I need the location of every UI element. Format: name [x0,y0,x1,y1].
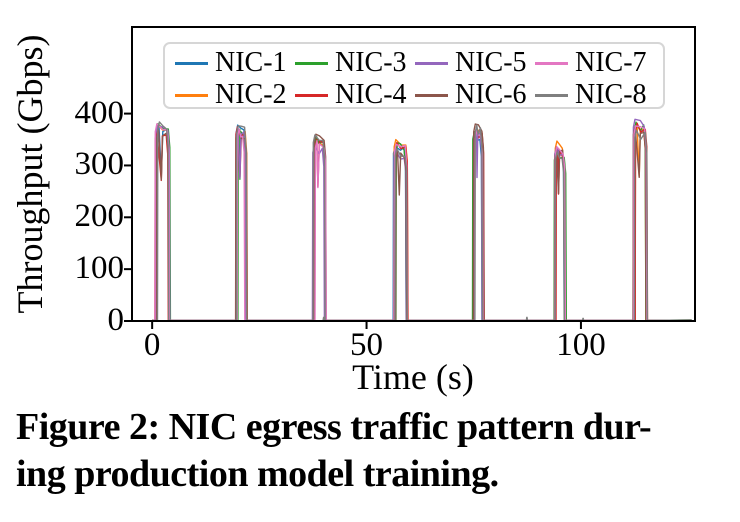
series-line-nic-7 [152,123,692,322]
series-line-nic-4 [152,122,692,322]
legend-item-nic-2: NIC-2 [175,79,295,111]
legend-line-swatch-nic-8 [535,93,568,97]
legend-item-nic-6: NIC-6 [415,79,535,111]
legend-label-nic-1: NIC-1 [215,47,287,78]
series-line-nic-1 [152,123,692,322]
legend-line-swatch-nic-6 [415,93,448,97]
x-tick-label-100: 100 [556,327,606,363]
legend-item-nic-5: NIC-5 [415,47,535,79]
legend-label-nic-2: NIC-2 [215,79,287,110]
legend-line-swatch-nic-4 [295,93,328,97]
legend-line-swatch-nic-5 [415,61,448,65]
x-axis-label: Time (s) [352,357,474,397]
series-line-nic-3 [152,121,692,322]
chart-legend: NIC-1 NIC-2 NIC-3 NIC-4 NIC-5 NIC-6 NIC-7 NIC-8 [163,42,665,111]
y-tick-label-300: 300 [74,146,125,183]
y-tick-label-0: 0 [107,302,125,338]
legend-label-nic-4: NIC-4 [335,79,407,110]
series-line-nic-2 [152,124,692,322]
legend-line-swatch-nic-1 [175,61,208,65]
blip-mark-1 [525,316,529,321]
legend-item-nic-8: NIC-8 [535,79,655,111]
legend-item-nic-4: NIC-4 [295,79,415,111]
y-tick-label-400: 400 [74,94,125,131]
legend-label-nic-5: NIC-5 [455,47,527,78]
blip-mark-0 [322,316,325,321]
figure-caption-line2: ing production model training. [16,453,499,495]
series-line-nic-6 [152,123,692,322]
legend-line-swatch-nic-7 [535,61,568,65]
figure-caption: Figure 2: NIC egress traffic pattern dur… [16,404,732,498]
legend-line-swatch-nic-2 [175,93,208,97]
legend-label-nic-6: NIC-6 [455,79,527,110]
legend-item-nic-1: NIC-1 [175,47,295,79]
series-line-nic-5 [152,118,692,322]
y-tick-label-200: 200 [74,198,125,235]
legend-label-nic-3: NIC-3 [335,47,407,78]
x-tick-label-50: 50 [350,327,384,363]
y-tick-label-100: 100 [74,250,125,287]
legend-label-nic-8: NIC-8 [575,79,647,110]
legend-item-nic-3: NIC-3 [295,47,415,79]
legend-line-swatch-nic-3 [295,61,328,65]
figure-caption-line1: Figure 2: NIC egress traffic pattern dur… [16,406,652,448]
blip-mark-2 [581,317,585,321]
legend-item-nic-7: NIC-7 [535,47,655,79]
legend-label-nic-7: NIC-7 [575,47,647,78]
series-line-nic-8 [152,121,692,322]
x-tick-label-0: 0 [143,327,161,363]
axes-frame [131,26,696,322]
line-chart-plot-area [124,26,696,329]
